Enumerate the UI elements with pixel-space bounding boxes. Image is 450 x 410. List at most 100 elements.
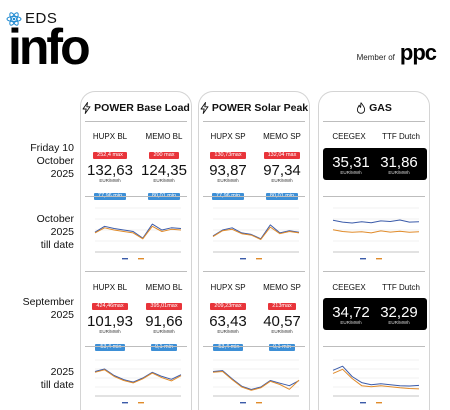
min-badge: -53,4 min <box>212 344 244 351</box>
metric-unit: EUR/MWh <box>99 178 121 183</box>
panel-title-base: POWER Base Load <box>81 102 191 114</box>
metric-unit: EUR/MWh <box>153 329 175 334</box>
gas-unit: EUR/MWh <box>388 170 410 175</box>
max-badge: 130,73max <box>210 152 246 159</box>
legend-swatch-2 <box>376 402 382 404</box>
max-badge: 213max <box>268 303 296 310</box>
separator <box>85 196 187 197</box>
series-line-1 <box>212 224 300 240</box>
gas-head-ttf-day: TTF Dutch <box>382 132 420 141</box>
panel-power-base-load: POWER Base Load HUPX BL 252,4 max 132,63… <box>80 91 192 410</box>
metric-unit: EUR/MWh <box>217 329 239 334</box>
row-label-year-to-date-text: 2025 till date <box>40 366 74 391</box>
gas-unit: EUR/MWh <box>340 170 362 175</box>
gas-head-ttf-month: TTF Dutch <box>382 283 420 292</box>
separator <box>323 346 425 347</box>
brand-logo: EDS <box>6 10 57 27</box>
ppc-logo: ppc <box>399 40 437 65</box>
gas-head-ceegex-month: CEEGEX <box>332 283 366 292</box>
chart-solar-october <box>212 207 300 260</box>
legend-swatch-2 <box>256 258 262 260</box>
series-line-2 <box>212 371 300 391</box>
gas-value: 35,31 <box>332 154 370 171</box>
metric-unit: EUR/MWh <box>153 178 175 183</box>
gas-box-ttf-month: 32,29 EUR/MWh <box>371 298 427 330</box>
row-label-prev-month: September 2025 <box>0 296 74 322</box>
metric-memo-bl-day: MEMO BL 200 max 124,35 EUR/MWh 80,01 min <box>139 132 189 202</box>
chart-solar-year <box>212 359 300 404</box>
metric-head: MEMO SP <box>263 132 301 141</box>
brand-info: info <box>8 19 91 75</box>
gas-box-ceegex-day: 35,31 EUR/MWh <box>323 148 379 180</box>
gas-box-ttf-day: 31,86 EUR/MWh <box>371 148 427 180</box>
metric-value: 97,34 <box>263 162 301 179</box>
legend-swatch-2 <box>138 402 144 404</box>
series-line-2 <box>94 369 182 384</box>
metric-head: MEMO BL <box>145 283 183 292</box>
panel-title-solar-text: POWER Solar Peak <box>211 102 309 114</box>
metric-unit: EUR/MWh <box>99 329 121 334</box>
series-line-1 <box>212 370 300 390</box>
separator <box>323 121 425 122</box>
panel-gas: GAS CEEGEX TTF Dutch 35,31 EUR/MWh 31,86… <box>318 91 430 410</box>
panel-title-gas-text: GAS <box>369 102 392 114</box>
panel-title-base-text: POWER Base Load <box>94 102 190 114</box>
metric-unit: EUR/MWh <box>271 329 293 334</box>
max-badge: 132,04 max <box>263 152 301 159</box>
metric-memo-sp-month: MEMO SP 213max 40,57 EUR/MWh 0,1 min <box>257 283 307 353</box>
series-line-1 <box>332 365 420 387</box>
gas-box-ceegex-month: 34,72 EUR/MWh <box>323 298 379 330</box>
separator <box>323 196 425 197</box>
legend-swatch-2 <box>376 258 382 260</box>
chart-base-year <box>94 359 182 404</box>
legend-swatch-1 <box>240 402 246 404</box>
series-line-2 <box>332 368 420 390</box>
row-label-prev-month-text: September 2025 <box>22 296 74 321</box>
legend-swatch-1 <box>240 258 246 260</box>
metric-head: HUPX BL <box>92 132 128 141</box>
legend-swatch-2 <box>138 258 144 260</box>
max-badge: 209,23max <box>210 303 246 310</box>
metric-hupx-sp-day: HUPX SP 130,73max 93,87 EUR/MWh 77,96 mi… <box>203 132 253 202</box>
gas-value: 34,72 <box>332 304 370 321</box>
metric-memo-bl-month: MEMO BL 395,01max 91,66 EUR/MWh 0,1 min <box>139 283 189 353</box>
separator <box>85 271 187 272</box>
row-label-year-to-date: 2025 till date <box>0 366 74 392</box>
metric-hupx-sp-month: HUPX SP 209,23max 63,43 EUR/MWh -53,4 mi… <box>203 283 253 353</box>
min-badge: 0,1 min <box>268 344 296 351</box>
metric-hupx-bl-month: HUPX BL 424,46max 101,93 EUR/MWh -53,4 m… <box>85 283 135 353</box>
panel-title-gas: GAS <box>319 102 429 114</box>
max-badge: 424,46max <box>92 303 128 310</box>
gas-value: 31,86 <box>380 154 418 171</box>
metric-hupx-bl-day: HUPX BL 252,4 max 132,63 EUR/MWh 77,96 m… <box>85 132 135 202</box>
separator <box>85 121 187 122</box>
legend-swatch-1 <box>122 402 128 404</box>
row-label-month-to-date: October 2025 till date <box>0 213 74 252</box>
series-line-2 <box>332 229 420 234</box>
metric-head: HUPX SP <box>210 283 246 292</box>
chart-gas-year <box>332 359 420 404</box>
separator <box>203 346 305 347</box>
legend-swatch-1 <box>360 258 366 260</box>
min-badge: 0,1 min <box>150 344 178 351</box>
separator <box>203 271 305 272</box>
metric-head: HUPX SP <box>210 132 246 141</box>
metric-head: MEMO SP <box>263 283 301 292</box>
separator <box>203 121 305 122</box>
metric-value: 91,66 <box>145 313 183 330</box>
panel-title-solar: POWER Solar Peak <box>199 102 309 114</box>
chart-base-october <box>94 207 182 260</box>
gas-unit: EUR/MWh <box>340 320 362 325</box>
metric-head: MEMO BL <box>145 132 183 141</box>
series-line-2 <box>212 226 300 240</box>
max-badge: 252,4 max <box>93 152 127 159</box>
series-line-2 <box>94 225 182 240</box>
metric-unit: EUR/MWh <box>217 178 239 183</box>
row-label-day: Friday 10 October 2025 <box>0 142 74 181</box>
series-line-1 <box>332 219 420 224</box>
legend-swatch-2 <box>256 402 262 404</box>
metric-head: HUPX BL <box>92 283 128 292</box>
gas-unit: EUR/MWh <box>388 320 410 325</box>
metric-value: 124,35 <box>141 162 187 179</box>
brand-eds: EDS <box>25 10 58 27</box>
